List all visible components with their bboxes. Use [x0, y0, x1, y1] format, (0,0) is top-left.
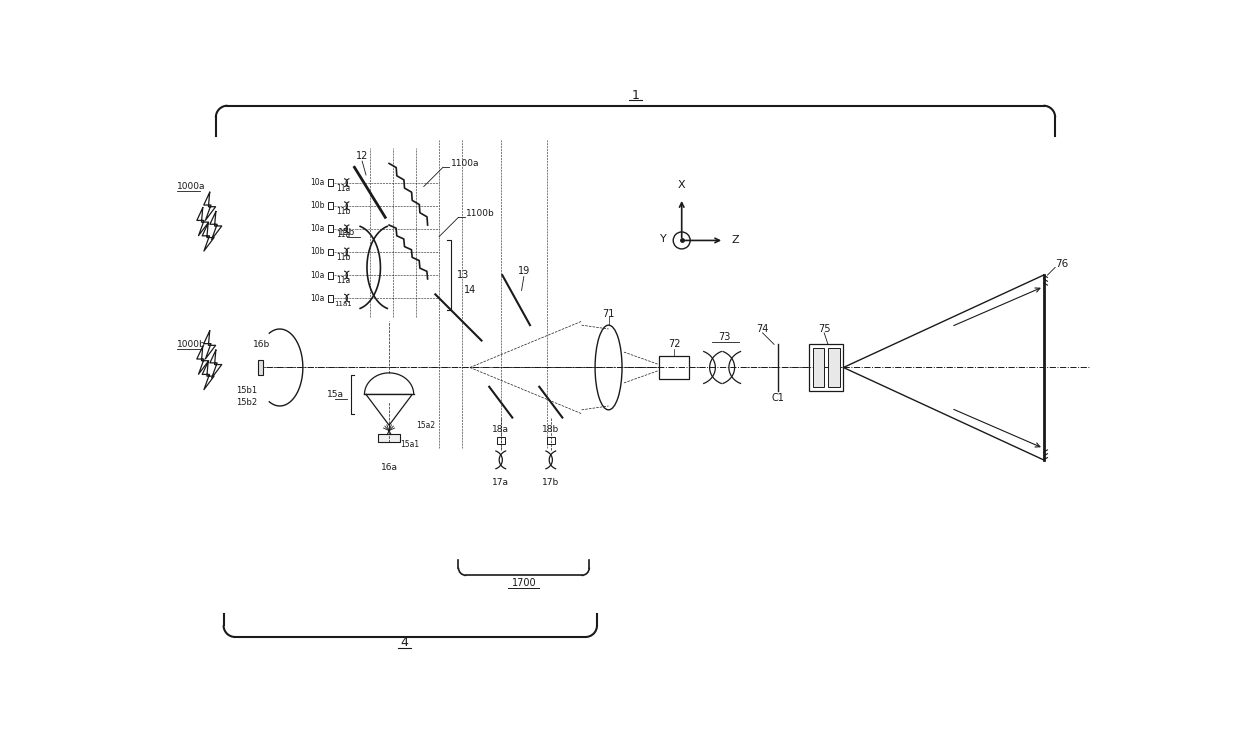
Text: 11a1: 11a1 — [334, 301, 352, 307]
Bar — [327, 179, 334, 186]
Text: 10b: 10b — [310, 201, 325, 210]
Text: 1000a: 1000a — [177, 182, 206, 191]
Bar — [808, 345, 843, 391]
Bar — [327, 248, 334, 255]
Text: 11a: 11a — [336, 184, 351, 193]
Text: 72: 72 — [668, 339, 681, 349]
Text: 12: 12 — [356, 151, 368, 160]
Text: 19: 19 — [518, 266, 529, 276]
Text: 11a: 11a — [336, 231, 351, 239]
Text: 11b: 11b — [336, 253, 351, 263]
Text: 15a2: 15a2 — [417, 421, 435, 430]
Text: 18a: 18a — [492, 424, 510, 433]
Text: 1: 1 — [631, 90, 640, 102]
Text: 1000b: 1000b — [177, 340, 206, 349]
Text: 13: 13 — [456, 270, 469, 280]
Text: Z: Z — [732, 236, 739, 245]
Text: 17b: 17b — [542, 478, 559, 487]
Text: C1: C1 — [771, 393, 785, 404]
Text: 73: 73 — [718, 332, 730, 342]
Text: 1700: 1700 — [512, 578, 536, 588]
Text: 10a: 10a — [310, 271, 325, 280]
Bar — [497, 437, 505, 445]
Text: 16a: 16a — [381, 463, 398, 472]
Text: X: X — [678, 181, 686, 190]
Text: 10a: 10a — [310, 178, 325, 187]
Text: 15b2: 15b2 — [236, 398, 257, 407]
Text: 10a: 10a — [310, 225, 325, 233]
Text: 11b: 11b — [336, 207, 351, 216]
Text: 1100b: 1100b — [466, 209, 495, 218]
Text: 76: 76 — [1055, 259, 1069, 269]
Text: 16b: 16b — [253, 340, 270, 349]
Text: 4: 4 — [401, 636, 408, 649]
Bar — [828, 348, 839, 386]
Bar — [378, 434, 399, 442]
Bar — [327, 295, 334, 301]
Text: 74: 74 — [756, 324, 769, 334]
Text: 17a: 17a — [492, 478, 510, 487]
Bar — [658, 356, 689, 379]
Text: 10a: 10a — [310, 294, 325, 303]
Text: 15b1: 15b1 — [236, 386, 257, 395]
Bar — [327, 272, 334, 278]
Text: 18b: 18b — [542, 424, 559, 433]
Text: 15b: 15b — [339, 228, 356, 237]
Text: 71: 71 — [603, 309, 615, 319]
Text: Y: Y — [660, 234, 666, 244]
Bar — [258, 360, 263, 375]
Text: 1100a: 1100a — [450, 159, 479, 168]
Bar — [812, 348, 825, 386]
Bar — [327, 202, 334, 210]
Text: 14: 14 — [464, 286, 476, 295]
Bar — [327, 225, 334, 232]
Text: 15a1: 15a1 — [401, 440, 420, 449]
Bar — [547, 437, 554, 445]
Text: 11a: 11a — [336, 276, 351, 286]
Text: 10b: 10b — [310, 248, 325, 257]
Text: 75: 75 — [818, 324, 831, 334]
Text: 15a: 15a — [327, 390, 345, 399]
